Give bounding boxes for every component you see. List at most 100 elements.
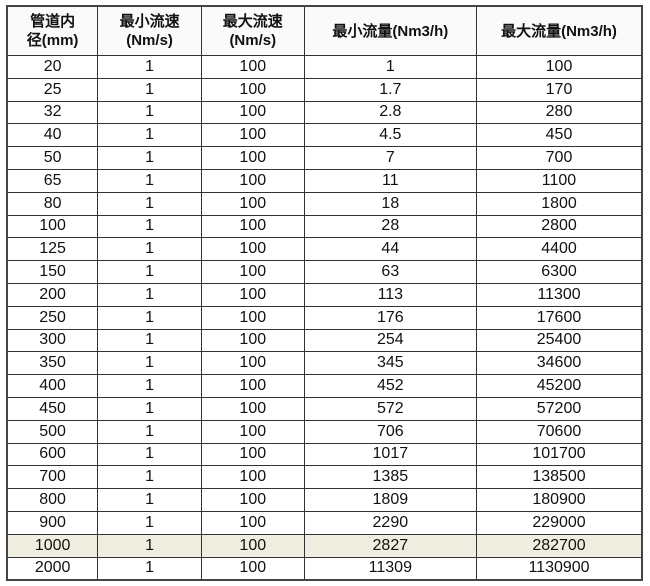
table-cell: 1017: [303, 442, 478, 467]
header-line: (Nm/s): [126, 32, 173, 49]
table-row: 1000 1 100 2827 282700: [6, 533, 643, 558]
table-cell: 706: [303, 419, 478, 444]
table-cell: 125: [6, 237, 99, 262]
table-cell: 1: [97, 168, 202, 193]
table-cell: 100: [200, 146, 305, 170]
table-cell: 11309: [303, 556, 478, 581]
table-row: 100 1 100 28 2800: [6, 214, 643, 239]
table-cell: 65: [6, 168, 99, 193]
table-cell: 4.5: [303, 123, 478, 148]
header-line: 管道内: [30, 13, 76, 30]
table-cell: 2800: [476, 214, 643, 239]
table-cell: 350: [6, 351, 99, 376]
table-cell: 1: [97, 465, 202, 490]
table-cell: 101700: [476, 442, 643, 467]
table-row: 400 1 100 452 45200: [6, 374, 643, 398]
table-row: 40 1 100 4.5 450: [6, 123, 643, 148]
table-cell: 800: [6, 488, 99, 512]
table-cell: 1800: [476, 191, 643, 216]
table-cell: 450: [6, 396, 99, 421]
column-header: 最小流量(Nm3/h): [303, 5, 478, 56]
table-cell: 1130900: [476, 556, 643, 581]
table-cell: 100: [200, 510, 305, 535]
table-cell: 1809: [303, 488, 478, 512]
header-row: 管道内 径(mm) 最小流速 (Nm/s) 最大流速 (Nm/s) 最小流量(Nm3/h) 最…: [6, 5, 643, 56]
table-row: 500 1 100 706 70600: [6, 419, 643, 444]
table-row: 150 1 100 63 6300: [6, 260, 643, 284]
table-cell: 7: [303, 146, 478, 170]
table-cell: 100: [200, 465, 305, 490]
table-cell: 450: [476, 123, 643, 148]
table-cell: 100: [200, 260, 305, 284]
table-cell: 1: [97, 77, 202, 102]
table-cell: 32: [6, 100, 99, 125]
table-cell: 100: [200, 488, 305, 512]
table-cell: 40: [6, 123, 99, 148]
table-cell: 70600: [476, 419, 643, 444]
table-cell: 100: [200, 55, 305, 79]
table-cell: 1: [97, 419, 202, 444]
table-cell: 63: [303, 260, 478, 284]
table-cell: 100: [200, 328, 305, 353]
table-row: 900 1 100 2290 229000: [6, 510, 643, 535]
table-cell: 1: [97, 305, 202, 330]
table-cell: 28: [303, 214, 478, 239]
table-cell: 452: [303, 374, 478, 398]
table-cell: 345: [303, 351, 478, 376]
table-cell: 500: [6, 419, 99, 444]
table-cell: 282700: [476, 533, 643, 558]
table-cell: 280: [476, 100, 643, 125]
table-cell: 80: [6, 191, 99, 216]
table-cell: 100: [200, 374, 305, 398]
table-cell: 900: [6, 510, 99, 535]
table-cell: 2827: [303, 533, 478, 558]
table-cell: 100: [200, 396, 305, 421]
table-row: 250 1 100 176 17600: [6, 305, 643, 330]
table-cell: 100: [200, 191, 305, 216]
table-cell: 50: [6, 146, 99, 170]
table-cell: 170: [476, 77, 643, 102]
table-row: 125 1 100 44 4400: [6, 237, 643, 262]
flow-rate-table: 管道内 径(mm) 最小流速 (Nm/s) 最大流速 (Nm/s) 最小流量(Nm3/h) 最…: [6, 5, 643, 582]
table-cell: 1: [97, 260, 202, 284]
column-header: 最大流速 (Nm/s): [200, 5, 305, 56]
table-cell: 2290: [303, 510, 478, 535]
table-row: 65 1 100 11 1100: [6, 168, 643, 193]
table-row: 32 1 100 2.8 280: [6, 100, 643, 125]
table-cell: 1: [97, 374, 202, 398]
table-cell: 100: [6, 214, 99, 239]
table-cell: 1385: [303, 465, 478, 490]
table-cell: 57200: [476, 396, 643, 421]
table-cell: 44: [303, 237, 478, 262]
table-cell: 100: [200, 442, 305, 467]
table-cell: 1: [97, 237, 202, 262]
table-cell: 100: [200, 556, 305, 581]
table-cell: 1: [97, 123, 202, 148]
table-cell: 100: [200, 214, 305, 239]
table-cell: 1: [97, 351, 202, 376]
table-row: 600 1 100 1017 101700: [6, 442, 643, 467]
table-cell: 100: [200, 533, 305, 558]
table-cell: 100: [200, 305, 305, 330]
table-cell: 100: [200, 419, 305, 444]
table-row: 200 1 100 113 11300: [6, 282, 643, 307]
header-line: 最大流速: [222, 13, 283, 30]
header-line: 最大流量(Nm3/h): [501, 22, 617, 40]
table-row: 800 1 100 1809 180900: [6, 488, 643, 512]
table-cell: 254: [303, 328, 478, 353]
table-cell: 17600: [476, 305, 643, 330]
table-cell: 138500: [476, 465, 643, 490]
table-cell: 34600: [476, 351, 643, 376]
table-cell: 200: [6, 282, 99, 307]
table-cell: 400: [6, 374, 99, 398]
table-cell: 100: [200, 168, 305, 193]
table-row: 450 1 100 572 57200: [6, 396, 643, 421]
table-cell: 11: [303, 168, 478, 193]
table-cell: 45200: [476, 374, 643, 398]
table-row: 300 1 100 254 25400: [6, 328, 643, 353]
table-row: 80 1 100 18 1800: [6, 191, 643, 216]
table-cell: 1: [97, 533, 202, 558]
table-cell: 18: [303, 191, 478, 216]
table-cell: 1: [97, 146, 202, 170]
table-cell: 1: [97, 214, 202, 239]
